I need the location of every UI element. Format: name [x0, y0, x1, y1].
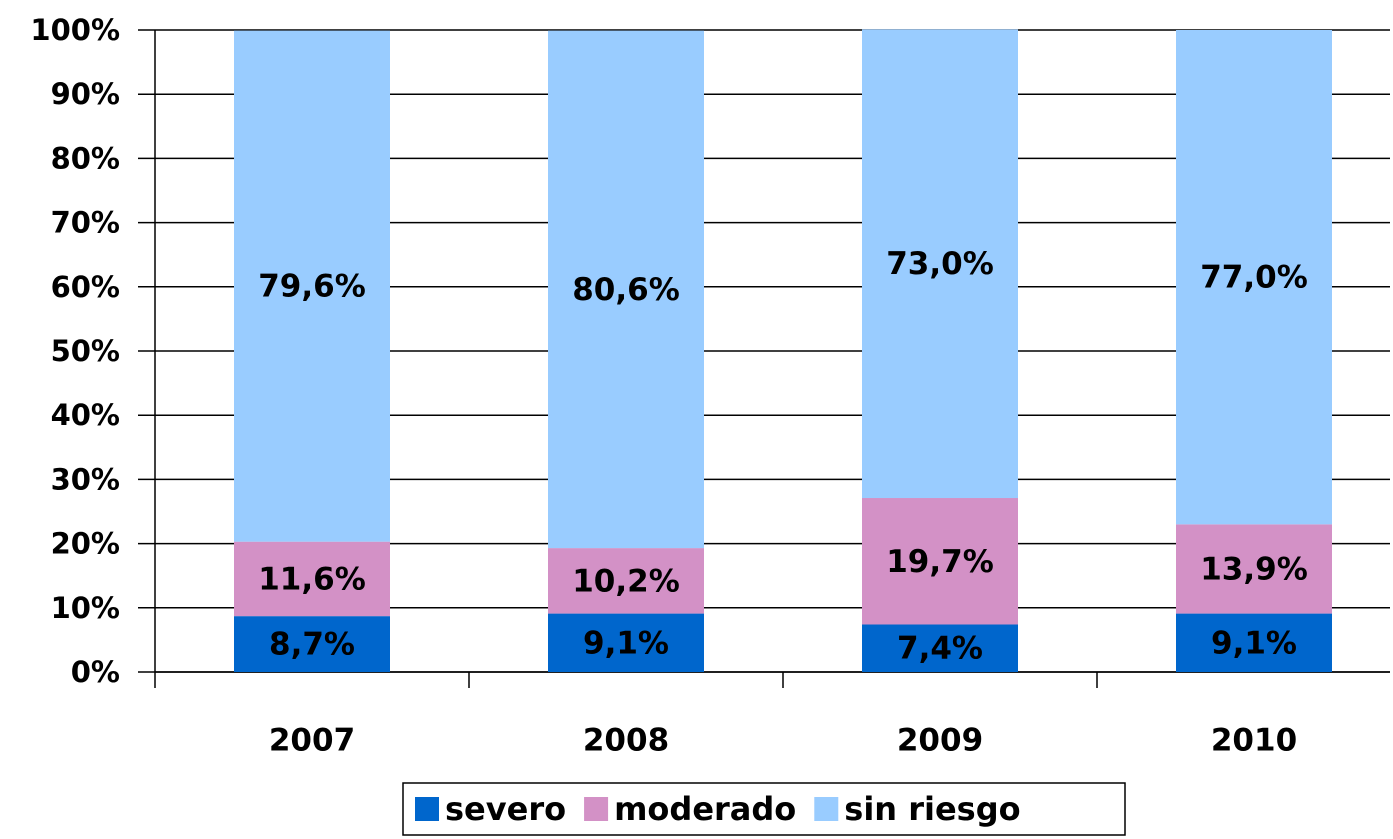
y-tick-label: 70%	[51, 206, 120, 240]
value-label: 9,1%	[1211, 625, 1297, 661]
x-tick-label: 2008	[583, 723, 669, 759]
bar-segment	[548, 548, 704, 614]
bar-segment	[862, 624, 1018, 672]
y-tick-label: 100%	[30, 13, 120, 47]
value-label: 10,2%	[572, 563, 680, 599]
x-tick-label: 2007	[269, 723, 355, 759]
y-tick-label: 50%	[51, 334, 120, 368]
x-tick-label: 2010	[1211, 723, 1297, 759]
x-tick-label: 2009	[897, 723, 983, 759]
legend-swatch	[814, 797, 839, 821]
value-label: 13,9%	[1200, 551, 1308, 587]
bar-segment	[1176, 613, 1332, 672]
value-label: 9,1%	[583, 625, 669, 661]
y-tick-label: 0%	[71, 655, 120, 689]
legend-label: sin riesgo	[844, 790, 1020, 828]
bar-segment	[548, 30, 704, 549]
legend: severo moderado sin riesgo	[415, 790, 1021, 828]
value-label: 79,6%	[258, 269, 366, 305]
y-tick-label: 10%	[51, 591, 120, 625]
bar-segment	[234, 541, 390, 617]
y-tick-label: 30%	[51, 462, 120, 496]
bar-segment	[548, 613, 704, 672]
value-label: 80,6%	[572, 272, 680, 308]
bar-segment	[862, 29, 1018, 499]
legend-label: severo	[445, 790, 566, 828]
y-tick-label: 40%	[51, 398, 120, 432]
legend-box	[402, 782, 1126, 836]
bar-segment	[234, 30, 390, 542]
legend-label: moderado	[614, 790, 796, 828]
bar-segment	[1176, 524, 1332, 614]
value-label: 77,0%	[1200, 260, 1308, 296]
y-tick-label: 80%	[51, 141, 120, 175]
bar-segment	[1176, 30, 1332, 525]
value-label: 11,6%	[258, 561, 366, 597]
bar-segment	[234, 616, 390, 672]
y-tick-label: 20%	[51, 527, 120, 561]
value-label: 73,0%	[886, 246, 994, 282]
y-tick-label: 90%	[51, 77, 120, 111]
value-label: 7,4%	[897, 631, 983, 667]
legend-swatch	[584, 797, 609, 821]
value-label: 8,7%	[269, 627, 355, 663]
value-label: 19,7%	[886, 544, 994, 580]
legend-swatch	[415, 797, 439, 821]
bar-segment	[862, 498, 1018, 625]
y-tick-label: 60%	[51, 270, 120, 304]
